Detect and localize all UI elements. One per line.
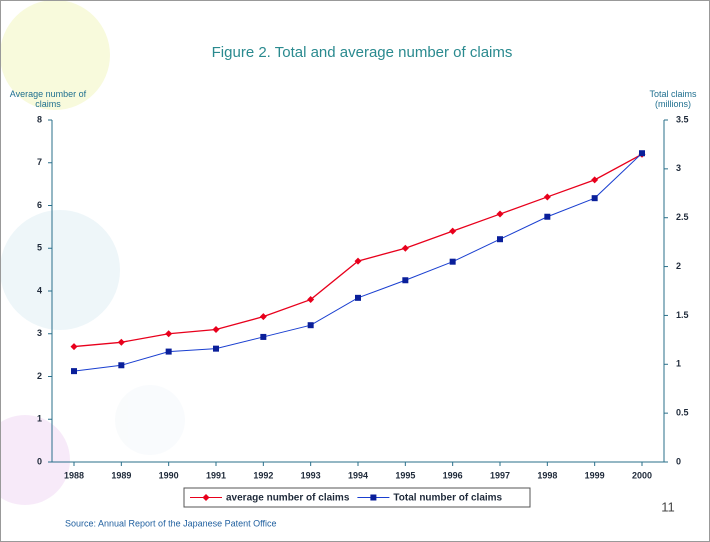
- point: [212, 325, 220, 333]
- x-tick-label: 1992: [253, 470, 273, 480]
- y2-axis-label: Total claims (millions): [649, 89, 697, 109]
- y-tick-label: 1: [37, 414, 42, 424]
- x-tick-label: 1996: [443, 470, 463, 480]
- point: [307, 296, 315, 304]
- x-tick-label: 1997: [490, 470, 510, 480]
- point: [259, 313, 267, 321]
- point: [165, 330, 173, 338]
- series: [71, 150, 645, 375]
- x-tick-label: 1999: [585, 470, 605, 480]
- legend-label: Total number of claims: [393, 493, 502, 504]
- point: [544, 213, 551, 220]
- y-tick-label: 2: [37, 371, 42, 381]
- point: [354, 257, 362, 265]
- legend-box: [183, 487, 531, 508]
- point: [71, 368, 77, 375]
- point: [402, 277, 409, 284]
- y-axis-label: Average number of claims: [9, 89, 87, 109]
- point: [307, 322, 314, 329]
- source: Source: Annual Report of the Japanese Pa…: [65, 518, 276, 528]
- point: [117, 338, 125, 346]
- x-tick-label: 1989: [111, 470, 131, 480]
- y-tick-label: 5: [37, 243, 42, 253]
- point: [449, 258, 456, 265]
- point: [213, 345, 219, 352]
- background-decor: [0, 0, 185, 505]
- x-tick-label: 1998: [537, 470, 557, 480]
- y-tick-label: 0: [37, 456, 42, 466]
- y2-tick-label: 3: [676, 163, 681, 173]
- point: [70, 343, 78, 351]
- y-tick-label: 6: [37, 200, 42, 210]
- legend-label: average number of claims: [226, 493, 350, 504]
- legend-marker: [202, 494, 210, 501]
- x-tick-label: 1994: [348, 470, 368, 480]
- y2-tick-label: 1: [676, 359, 681, 369]
- point: [497, 236, 503, 243]
- y-tick-label: 7: [37, 157, 42, 167]
- point: [355, 294, 361, 301]
- point: [165, 348, 172, 355]
- page-number: 11: [661, 499, 675, 514]
- point: [543, 193, 551, 201]
- point: [496, 210, 504, 218]
- point: [449, 227, 457, 235]
- chart-title: Figure 2. Total and average number of cl…: [212, 44, 513, 61]
- series-line: [73, 153, 643, 348]
- point: [260, 333, 267, 340]
- legend: average number of claims Total number of …: [183, 487, 531, 508]
- y2-tick-label: 3.5: [676, 114, 689, 124]
- x-tick-label: 1993: [301, 470, 321, 480]
- series: [70, 150, 646, 351]
- x-tick-label: 1995: [395, 470, 415, 480]
- x-tick-label: 1991: [206, 470, 226, 480]
- point: [639, 150, 645, 157]
- y2-tick-label: 2: [676, 261, 681, 271]
- y2-tick-label: 1.5: [676, 310, 689, 320]
- y2-tick-label: 2.5: [676, 212, 689, 222]
- y2-tick-label: 0: [676, 456, 681, 466]
- legend-marker: [370, 494, 377, 501]
- x-tick-label: 2000: [632, 470, 652, 480]
- y2-tick-label: 0.5: [676, 408, 689, 418]
- y-tick-label: 4: [37, 285, 42, 295]
- point: [118, 362, 125, 369]
- point: [591, 195, 598, 202]
- y-tick-label: 8: [37, 114, 42, 124]
- y-tick-label: 3: [37, 328, 42, 338]
- point: [591, 176, 599, 184]
- x-tick-label: 1990: [159, 470, 179, 480]
- point: [401, 244, 409, 252]
- x-tick-label: 1988: [64, 470, 84, 480]
